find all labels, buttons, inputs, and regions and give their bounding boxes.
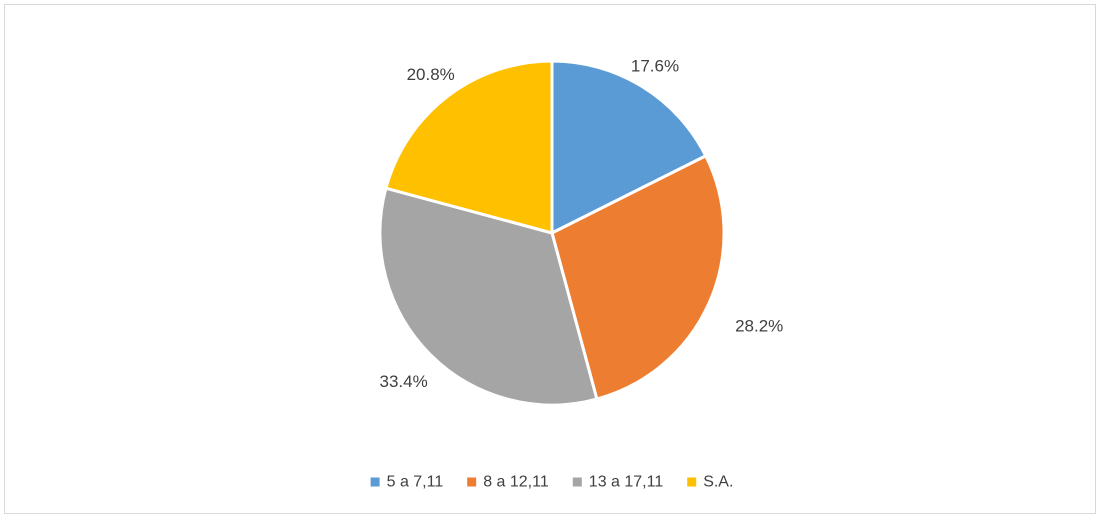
legend-swatch-3 xyxy=(572,477,582,487)
pie-slice-1 xyxy=(550,59,708,235)
legend-swatch-2 xyxy=(467,477,477,487)
data-label-3: 33.4% xyxy=(379,372,427,391)
data-labels: 17.6% 28.2% 33.4% 20.8% xyxy=(379,57,783,391)
legend-label-4: S.A. xyxy=(703,474,733,491)
data-label-1: 17.6% xyxy=(631,57,679,76)
pie-slice-2 xyxy=(550,154,726,401)
legend-label-2: 8 a 12,11 xyxy=(483,474,549,491)
pie-slice-3 xyxy=(378,186,599,407)
legend-label-1: 5 a 7,11 xyxy=(387,474,444,491)
legend-label-3: 13 a 17,11 xyxy=(589,474,664,491)
legend: 5 a 7,11 8 a 12,11 13 a 17,11 S.A. xyxy=(370,474,733,491)
legend-swatch-4 xyxy=(687,477,697,487)
data-label-4: 20.8% xyxy=(407,65,455,84)
pie-slice-4 xyxy=(384,59,554,235)
legend-swatch-1 xyxy=(370,477,380,487)
data-label-2: 28.2% xyxy=(735,316,783,335)
pie-slices xyxy=(378,59,726,407)
